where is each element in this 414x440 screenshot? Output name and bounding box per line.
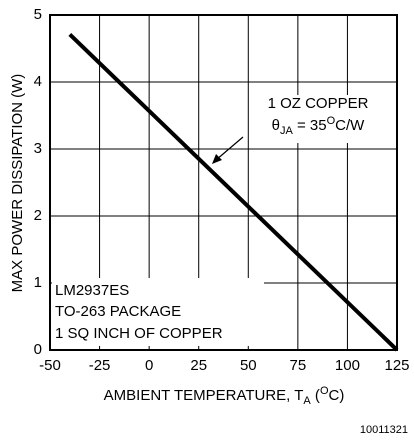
annotation: θJA = 35OC/W [272, 115, 366, 137]
x-tick-label: -50 [39, 357, 61, 374]
y-tick-label: 5 [34, 6, 42, 23]
y-tick-label: 0 [34, 341, 42, 358]
y-tick-label: 4 [34, 73, 42, 90]
footer: 10011321 [360, 424, 408, 436]
note-bg [52, 278, 264, 346]
plot-frame [49, 14, 398, 351]
plot-area: 0 1 2 3 4 5 -50 -25 0 25 50 75 100 125 [34, 6, 410, 374]
arrowhead [212, 154, 222, 164]
x-label-part: ( [311, 387, 320, 404]
annotation-part: θ [272, 117, 280, 134]
note: TO-263 PACKAGE [55, 303, 181, 320]
x-axis-label: AMBIENT TEMPERATURE, TA (OC) [104, 385, 345, 407]
y-tick-label: 3 [34, 140, 42, 157]
annotation-bg [253, 95, 383, 143]
x-label-sub: A [303, 395, 311, 407]
overlay: 1 OZ COPPER θJA = 35OC/W LM2937ES TO-263… [52, 95, 383, 346]
x-tick-label: 125 [384, 357, 409, 374]
y-tick-label: 1 [34, 274, 42, 291]
y-tick-label: 2 [34, 207, 42, 224]
annotation-part: C/W [335, 117, 365, 134]
x-tick-label: 50 [240, 357, 257, 374]
x-label-sup: O [320, 385, 329, 397]
line-series [68, 32, 399, 352]
arrow [215, 136, 244, 161]
x-tick-label: 100 [335, 357, 360, 374]
y-axis-label: MAX POWER DISSIPATION (W) [9, 74, 26, 293]
annotation: 1 OZ COPPER [268, 95, 369, 112]
x-tick-label: 25 [190, 357, 207, 374]
annotation-sup: O [327, 115, 336, 127]
x-tick-label: 75 [290, 357, 307, 374]
x-tick-label: 0 [145, 357, 153, 374]
note: LM2937ES [55, 282, 129, 299]
note: 1 SQ INCH OF COPPER [55, 325, 223, 342]
x-label-part: AMBIENT TEMPERATURE, T [104, 387, 304, 404]
x-tick-label: -25 [89, 357, 111, 374]
annotation-part: = 35 [293, 117, 327, 134]
annotation-sub: JA [280, 125, 294, 137]
x-label-part: C) [329, 387, 345, 404]
